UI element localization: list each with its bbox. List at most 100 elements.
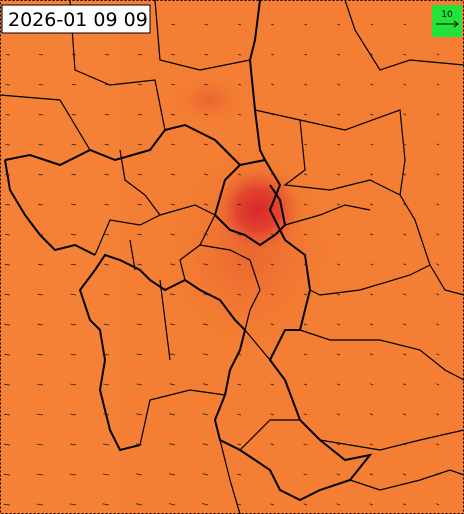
wind-arrow xyxy=(5,114,11,116)
wind-arrow xyxy=(370,203,374,206)
wind-arrow xyxy=(237,293,242,296)
wind-arrow xyxy=(303,473,308,476)
wind-arrow xyxy=(70,353,77,356)
wind-arrow xyxy=(403,113,407,116)
wind-arrow xyxy=(403,173,407,176)
wind-arrow xyxy=(203,293,209,296)
wind-arrow xyxy=(204,113,209,116)
wind-arrow xyxy=(71,233,77,236)
wind-arrow xyxy=(370,173,374,176)
wind-arrow xyxy=(103,443,110,446)
wind-arrow xyxy=(3,413,11,416)
wind-arrow xyxy=(170,263,176,266)
wind-arrow xyxy=(38,173,44,176)
wind-arrow xyxy=(170,293,176,296)
wind-arrow xyxy=(136,323,143,326)
wind-arrow xyxy=(270,113,275,116)
wind-arrow xyxy=(5,144,11,146)
wind-arrow xyxy=(4,263,11,266)
wind-arrow xyxy=(271,53,275,56)
wind-arrow xyxy=(36,443,44,446)
wind-arrow xyxy=(103,413,110,416)
wind-arrow xyxy=(70,263,77,266)
wind-arrow xyxy=(38,114,44,116)
wind-arrow xyxy=(71,83,77,86)
wind-arrow xyxy=(102,473,110,476)
timestamp-box xyxy=(1,4,151,34)
border-line xyxy=(429,264,464,296)
border-line xyxy=(254,109,406,196)
wind-arrow xyxy=(270,473,275,476)
wind-arrow xyxy=(69,473,77,476)
wind-arrow xyxy=(169,323,176,326)
warm-area xyxy=(170,75,250,125)
wind-arrow xyxy=(4,383,11,386)
wind-arrow xyxy=(36,473,44,476)
wind-arrow xyxy=(37,383,44,386)
wind-arrow xyxy=(336,233,341,236)
wind-arrow xyxy=(202,473,209,476)
wind-arrow xyxy=(436,323,440,326)
wind-arrow xyxy=(170,233,176,236)
wind-arrow xyxy=(171,53,176,56)
wind-arrow xyxy=(270,293,275,296)
wind-arrow xyxy=(237,503,242,506)
wind-arrow xyxy=(403,233,407,236)
border-line xyxy=(249,59,266,161)
wind-arrow xyxy=(370,113,374,116)
wind-arrow xyxy=(204,23,209,26)
wind-arrow xyxy=(203,263,209,266)
wind-arrow xyxy=(103,293,110,296)
wind-arrow xyxy=(270,503,275,506)
wind-arrow xyxy=(403,263,407,266)
wind-arrow xyxy=(104,203,110,206)
wind-arrow xyxy=(237,173,242,176)
wind-arrow xyxy=(169,473,176,476)
wind-arrow xyxy=(336,293,341,296)
wind-arrow xyxy=(70,413,77,416)
wind-arrow xyxy=(403,23,407,26)
wind-arrow xyxy=(403,143,407,146)
wind-arrow xyxy=(402,443,407,446)
wind-arrow xyxy=(169,443,176,446)
wind-arrow xyxy=(202,503,209,506)
border-line xyxy=(159,204,216,281)
wind-arrow xyxy=(403,323,407,326)
wind-arrow xyxy=(5,54,11,56)
wind-arrow xyxy=(370,83,374,86)
wind-arrow xyxy=(436,293,440,296)
border-line xyxy=(154,0,251,71)
wind-arrow xyxy=(402,383,407,386)
wind-arrow xyxy=(304,113,308,116)
border-line xyxy=(199,244,261,331)
wind-arrow xyxy=(436,233,440,236)
wind-arrow xyxy=(102,503,110,506)
wind-arrow xyxy=(403,83,407,86)
wind-arrow xyxy=(38,84,44,86)
border-line xyxy=(349,469,464,491)
wind-arrow xyxy=(137,143,143,146)
wind-arrow xyxy=(135,503,143,506)
wind-arrow xyxy=(436,83,440,86)
wind-arrow xyxy=(136,293,143,296)
wind-arrow xyxy=(237,383,242,386)
wind-arrow xyxy=(402,413,407,416)
wind-arrow xyxy=(337,83,341,86)
wind-arrow xyxy=(71,113,77,116)
wind-arrow xyxy=(137,113,143,116)
wind-arrow xyxy=(237,473,242,476)
wind-arrow xyxy=(403,53,407,56)
wind-arrow xyxy=(104,83,110,86)
wind-arrow xyxy=(37,293,44,296)
wind-arrow xyxy=(237,83,242,86)
wind-arrow xyxy=(270,233,275,236)
wind-arrow xyxy=(170,143,176,146)
wind-arrow xyxy=(271,23,275,26)
wind-arrow xyxy=(138,53,143,56)
wind-arrow xyxy=(104,173,110,176)
wind-arrow xyxy=(37,353,44,356)
wind-arrow xyxy=(303,293,308,296)
wind-arrow xyxy=(5,204,11,206)
wind-arrow xyxy=(336,473,341,476)
wind-arrow xyxy=(237,233,242,236)
